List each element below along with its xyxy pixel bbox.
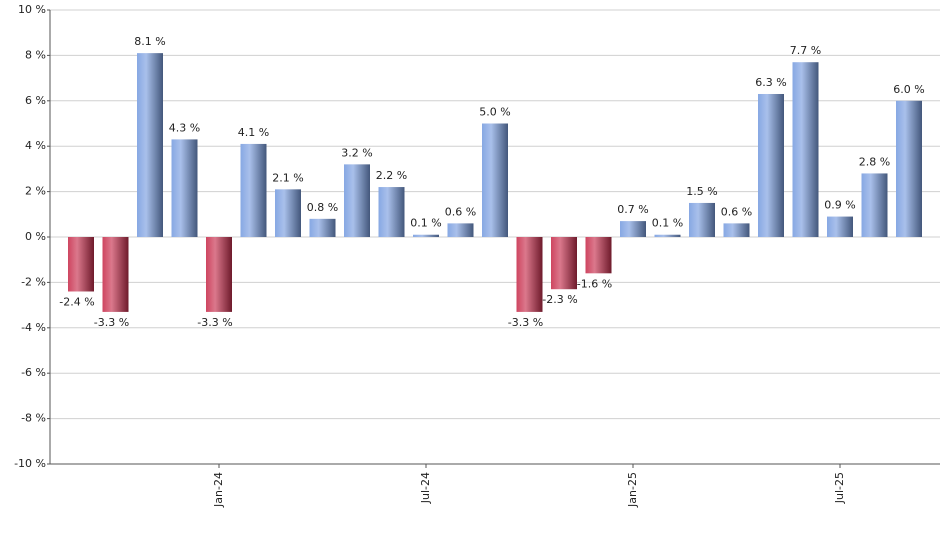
value-label: 0.6 %: [445, 205, 476, 218]
value-label: -2.4 %: [59, 295, 94, 308]
bar: [240, 143, 267, 237]
value-label: 5.0 %: [479, 106, 510, 119]
value-label: -2.3 %: [542, 293, 577, 306]
value-label: 0.6 %: [721, 205, 752, 218]
bar: [861, 173, 888, 237]
value-label: -1.6 %: [577, 277, 612, 290]
x-tick-label: Jan-25: [626, 472, 639, 508]
value-label: -3.3 %: [508, 316, 543, 329]
bar: [68, 237, 94, 292]
value-label: 0.9 %: [824, 199, 855, 212]
bar: [723, 223, 750, 237]
bar: [827, 216, 853, 237]
bar: [792, 62, 819, 238]
value-label: -3.3 %: [197, 316, 232, 329]
bar: [275, 189, 301, 237]
x-tick-label: Jul-24: [419, 472, 432, 504]
bar: [551, 237, 577, 290]
value-label: 0.1 %: [410, 217, 441, 230]
bar: [206, 237, 232, 312]
bar: [137, 53, 163, 237]
value-label: 6.0 %: [893, 83, 924, 96]
x-tick-label: Jul-25: [833, 472, 846, 504]
value-label: 4.3 %: [169, 121, 200, 134]
bar: [758, 93, 784, 238]
value-label: -3.3 %: [94, 316, 129, 329]
value-label: 1.5 %: [686, 185, 717, 198]
value-label: 8.1 %: [134, 35, 165, 48]
bar: [689, 202, 715, 237]
bar: [482, 123, 508, 237]
y-tick-label: -10 %: [14, 457, 46, 470]
value-label: 2.1 %: [272, 171, 303, 184]
bar: [102, 237, 129, 312]
bar: [309, 218, 336, 237]
y-tick-label: 0 %: [25, 230, 46, 243]
value-label: 4.1 %: [238, 126, 269, 139]
bar: [585, 237, 612, 274]
bar: [378, 187, 405, 237]
value-label: 6.3 %: [755, 76, 786, 89]
value-label: 0.8 %: [307, 201, 338, 214]
y-tick-label: 2 %: [25, 185, 46, 198]
bar: [654, 234, 681, 237]
x-tick-label: Jan-24: [212, 472, 225, 508]
bar: [344, 164, 370, 237]
y-tick-label: 10 %: [18, 3, 46, 16]
bar: [171, 139, 198, 237]
y-tick-label: -6 %: [21, 366, 46, 379]
value-label: 2.2 %: [376, 169, 407, 182]
bar: [447, 223, 474, 237]
bar: [413, 234, 439, 237]
y-tick-label: -4 %: [21, 321, 46, 334]
y-tick-label: 6 %: [25, 94, 46, 107]
value-label: 0.1 %: [652, 217, 683, 230]
y-tick-label: 8 %: [25, 48, 46, 61]
y-tick-label: -8 %: [21, 412, 46, 425]
bar: [620, 221, 646, 237]
value-label: 0.7 %: [617, 203, 648, 216]
y-tick-label: 4 %: [25, 139, 46, 152]
value-label: 3.2 %: [341, 146, 372, 159]
bar: [896, 100, 922, 237]
value-label: 2.8 %: [859, 155, 890, 168]
value-label: 7.7 %: [790, 44, 821, 57]
bar: [516, 237, 543, 312]
y-tick-label: -2 %: [21, 275, 46, 288]
